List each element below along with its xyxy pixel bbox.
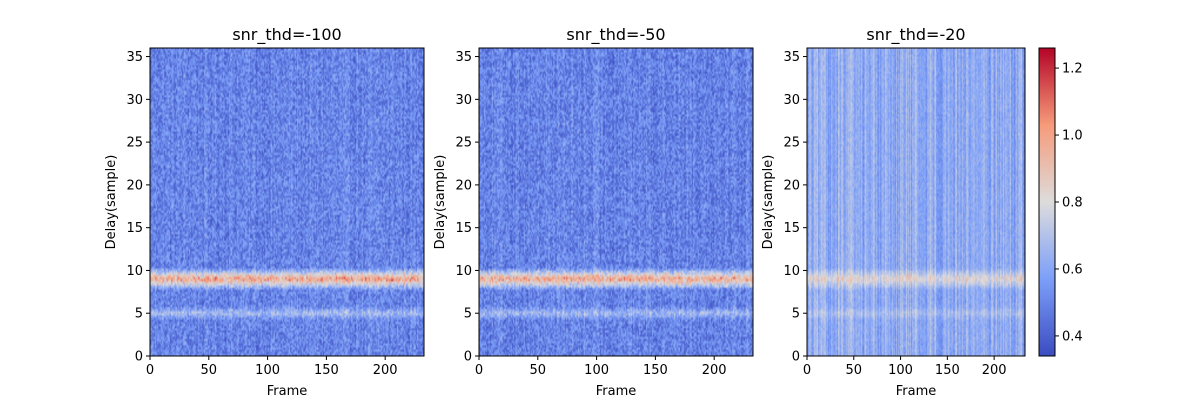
- x-tick-label: 100: [888, 363, 913, 378]
- x-tick-label: 150: [314, 363, 339, 378]
- y-axis-label: Delay(sample): [104, 155, 119, 250]
- heatmap-image: [479, 48, 753, 356]
- colorbar: 0.4 0.6 0.8 1.0 1.2: [1038, 47, 1083, 357]
- y-tick-label: 35: [455, 50, 472, 65]
- x-axis-label: Frame: [267, 384, 308, 399]
- y-tick-label: 15: [783, 221, 800, 236]
- y-tick-label: 5: [135, 307, 143, 322]
- axes-frame: [806, 47, 1026, 357]
- heatmap-panel-3: snr_thd=-20 0 50 100 150 200 0 5 10 15 20 25 30 35 Fra…: [761, 25, 1026, 399]
- colorbar-gradient: [1038, 47, 1056, 357]
- y-tick-label: 35: [783, 50, 800, 65]
- panel-title: snr_thd=-100: [232, 25, 341, 45]
- y-tick-label: 10: [783, 264, 800, 279]
- axes-frame: [149, 47, 425, 357]
- y-tick-label: 15: [126, 221, 143, 236]
- y-tick-label: 25: [126, 136, 143, 151]
- y-tick-label: 30: [783, 93, 800, 108]
- x-tick-label: 100: [584, 363, 609, 378]
- y-tick-label: 5: [792, 307, 800, 322]
- x-tick-label: 150: [935, 363, 960, 378]
- y-tick-label: 0: [792, 350, 800, 365]
- x-tick-label: 50: [530, 363, 547, 378]
- y-tick-label: 10: [455, 264, 472, 279]
- heatmap-image: [150, 48, 424, 356]
- x-tick-label: 100: [255, 363, 280, 378]
- y-tick-label: 30: [455, 93, 472, 108]
- heatmap-panel-2: snr_thd=-50 0 50 100 150 200 0 5 10 15 20 25 30 35 Fra…: [433, 25, 754, 399]
- heatmap-image: [807, 48, 1025, 356]
- x-tick-label: 0: [146, 363, 154, 378]
- colorbar-tick-label: 0.8: [1062, 196, 1083, 211]
- y-axis-label: Delay(sample): [761, 155, 776, 250]
- y-tick-label: 20: [783, 178, 800, 193]
- x-tick-label: 0: [475, 363, 483, 378]
- colorbar-tick-label: 1.2: [1062, 62, 1083, 77]
- x-axis-label: Frame: [596, 384, 637, 399]
- x-tick-label: 150: [643, 363, 668, 378]
- y-tick-label: 25: [455, 136, 472, 151]
- axes-frame: [478, 47, 754, 357]
- heatmap-panel-1: snr_thd=-100 0 50 100 150 200 0 5 10 15 20 25 30 35 Fr…: [104, 25, 425, 399]
- y-tick-label: 30: [126, 93, 143, 108]
- colorbar-tick-label: 0.6: [1062, 262, 1083, 277]
- x-tick-label: 50: [846, 363, 863, 378]
- panel-title: snr_thd=-50: [566, 25, 665, 45]
- y-tick-label: 25: [783, 136, 800, 151]
- colorbar-tick-label: 0.4: [1062, 329, 1083, 344]
- y-tick-label: 10: [126, 264, 143, 279]
- x-axis-label: Frame: [896, 384, 937, 399]
- x-tick-label: 50: [201, 363, 218, 378]
- colorbar-tick-label: 1.0: [1062, 129, 1083, 144]
- x-tick-label: 200: [702, 363, 727, 378]
- y-tick-label: 0: [135, 350, 143, 365]
- y-tick-label: 15: [455, 221, 472, 236]
- y-tick-label: 5: [464, 307, 472, 322]
- y-tick-label: 20: [455, 178, 472, 193]
- y-tick-label: 35: [126, 50, 143, 65]
- x-tick-label: 0: [803, 363, 811, 378]
- x-tick-label: 200: [373, 363, 398, 378]
- x-tick-label: 200: [982, 363, 1007, 378]
- y-tick-label: 0: [464, 350, 472, 365]
- y-axis-label: Delay(sample): [433, 155, 448, 250]
- panel-title: snr_thd=-20: [866, 25, 965, 45]
- y-tick-label: 20: [126, 178, 143, 193]
